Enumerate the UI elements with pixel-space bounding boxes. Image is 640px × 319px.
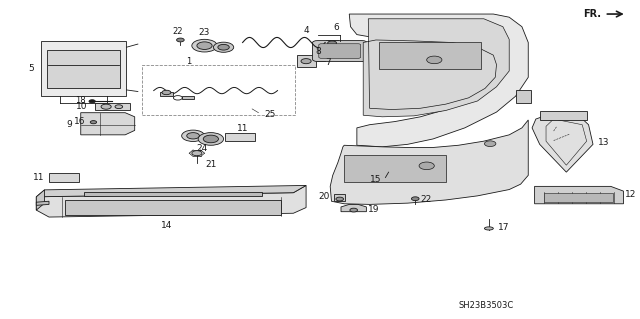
Polygon shape [379,42,481,69]
Text: FR.: FR. [583,9,601,19]
Bar [160,93,173,96]
Text: 22: 22 [173,27,183,36]
Polygon shape [532,113,593,172]
Bar [41,41,127,96]
Text: 5: 5 [29,64,35,73]
Bar [296,55,316,67]
Polygon shape [330,120,528,204]
Text: 20: 20 [319,192,330,201]
Text: 4: 4 [303,26,309,34]
Text: SH23B3503C: SH23B3503C [458,301,514,310]
Circle shape [328,41,337,45]
Text: 18: 18 [75,96,86,105]
Circle shape [177,38,184,42]
Text: 14: 14 [161,221,172,230]
Bar [142,65,294,115]
Text: 21: 21 [206,160,217,169]
Bar [182,96,194,100]
Text: 10: 10 [76,102,87,111]
Polygon shape [534,186,623,204]
Text: 24: 24 [196,144,207,153]
Circle shape [162,90,171,95]
Bar [95,103,131,110]
Circle shape [192,39,217,52]
Bar [544,193,612,202]
Text: 16: 16 [74,117,86,126]
Bar [65,200,281,215]
Polygon shape [81,113,134,135]
Circle shape [204,135,218,143]
Bar [47,50,120,88]
Ellipse shape [484,227,493,230]
Polygon shape [36,201,49,205]
Circle shape [182,130,205,141]
Text: 17: 17 [498,223,509,232]
Text: 8: 8 [315,47,321,56]
Circle shape [101,104,111,109]
Circle shape [412,197,419,201]
FancyBboxPatch shape [312,41,367,62]
Circle shape [213,42,234,52]
Circle shape [350,208,358,212]
Text: 15: 15 [369,174,381,184]
Polygon shape [344,155,445,182]
Polygon shape [341,204,366,212]
Bar [49,174,79,182]
Text: 6: 6 [333,23,339,33]
Circle shape [192,151,202,156]
Circle shape [218,44,229,50]
Bar [334,194,346,201]
Polygon shape [36,185,306,217]
Text: 11: 11 [237,124,248,133]
Circle shape [197,42,212,49]
Text: 23: 23 [199,28,210,37]
Bar [516,90,531,103]
Circle shape [484,141,496,146]
Circle shape [427,56,442,64]
Polygon shape [364,19,509,117]
Text: 13: 13 [598,137,609,147]
Circle shape [301,59,311,64]
Text: 1: 1 [186,57,191,66]
Bar [84,192,262,196]
Circle shape [89,100,95,103]
Text: 11: 11 [33,173,45,182]
FancyBboxPatch shape [319,44,361,58]
Text: 19: 19 [368,205,380,214]
Bar [540,111,588,120]
Polygon shape [349,14,528,147]
Text: 9: 9 [67,120,72,129]
Bar [326,40,338,46]
Text: 7: 7 [325,58,331,67]
Circle shape [90,121,97,124]
Bar [225,133,255,141]
Circle shape [336,197,344,201]
Polygon shape [36,190,45,210]
Text: 12: 12 [625,190,636,199]
Polygon shape [36,185,306,197]
Circle shape [198,133,223,145]
Circle shape [187,133,200,139]
Text: 25: 25 [265,110,276,119]
Circle shape [419,162,435,170]
Text: 22: 22 [420,196,431,204]
Circle shape [115,105,123,108]
